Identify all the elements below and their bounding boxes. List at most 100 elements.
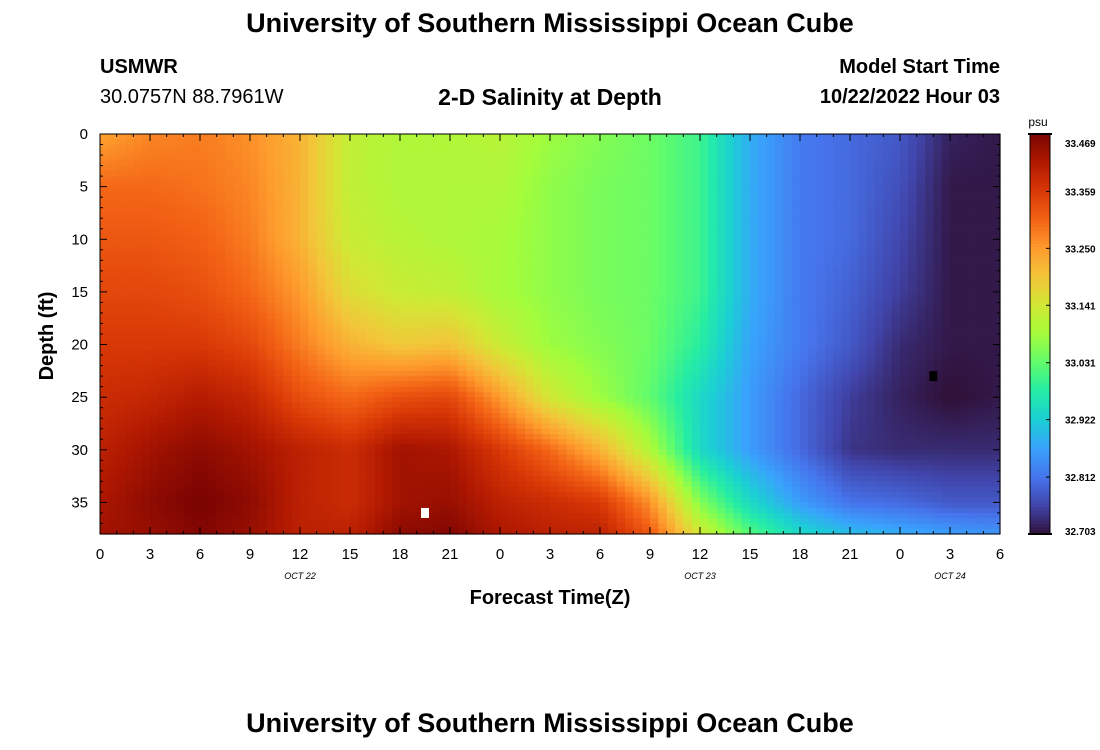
heatmap-cell — [241, 291, 251, 298]
heatmap-cell — [666, 149, 676, 156]
heatmap-cell — [625, 207, 634, 214]
heatmap-cell — [550, 239, 559, 246]
heatmap-cell — [891, 144, 901, 151]
heatmap-cell — [633, 191, 643, 198]
heatmap-cell — [183, 339, 193, 346]
heatmap-cell — [841, 197, 851, 204]
heatmap-cell — [750, 160, 759, 167]
heatmap-cell — [216, 297, 226, 304]
heatmap-cell — [808, 318, 818, 325]
heatmap-cell — [116, 270, 126, 277]
heatmap-cell — [175, 255, 184, 261]
heatmap-cell — [750, 244, 759, 251]
heatmap-cell — [333, 155, 343, 161]
heatmap-cell — [475, 360, 484, 367]
heatmap-cell — [475, 302, 484, 309]
heatmap-cell — [175, 212, 184, 219]
heatmap-cell — [366, 207, 376, 214]
heatmap-cell — [683, 365, 693, 372]
heatmap-cell — [950, 270, 959, 277]
heatmap-cell — [400, 181, 409, 188]
heatmap-cell — [316, 349, 326, 356]
heatmap-cell — [500, 323, 509, 330]
heatmap-cell — [400, 255, 409, 261]
heatmap-cell — [733, 291, 743, 298]
heatmap-cell — [100, 197, 109, 204]
heatmap-cell — [766, 223, 776, 230]
heatmap-cell — [758, 312, 768, 319]
heatmap-cell — [816, 218, 826, 225]
heatmap-cell — [116, 186, 126, 193]
heatmap-cell — [225, 144, 234, 151]
heatmap-cell — [233, 249, 243, 256]
heatmap-cell — [325, 334, 334, 340]
heatmap-cell — [400, 265, 409, 272]
heatmap-cell — [650, 228, 659, 235]
heatmap-cell — [691, 223, 701, 230]
heatmap-cell — [133, 318, 143, 325]
heatmap-cell — [566, 276, 576, 282]
heatmap-cell — [925, 355, 934, 361]
heatmap-cell — [875, 265, 884, 272]
heatmap-cell — [725, 339, 734, 346]
heatmap-cell — [600, 202, 609, 209]
heatmap-cell — [458, 360, 468, 367]
heatmap-cell — [591, 170, 601, 177]
heatmap-cell — [841, 191, 851, 198]
heatmap-cell — [816, 360, 826, 367]
heatmap-cell — [216, 286, 226, 293]
heatmap-cell — [483, 281, 493, 288]
heatmap-cell — [225, 297, 234, 304]
heatmap-cell — [191, 165, 201, 172]
heatmap-cell — [633, 339, 643, 346]
heatmap-cell — [908, 370, 918, 377]
heatmap-cell — [233, 234, 243, 240]
heatmap-cell — [183, 255, 193, 261]
heatmap-cell — [408, 155, 418, 161]
heatmap-cell — [575, 334, 584, 340]
heatmap-cell — [841, 134, 851, 140]
heatmap-cell — [558, 144, 568, 151]
heatmap-cell — [666, 286, 676, 293]
heatmap-cell — [950, 218, 959, 225]
heatmap-cell — [275, 276, 284, 282]
heatmap-cell — [933, 207, 943, 214]
heatmap-cell — [433, 202, 443, 209]
heatmap-cell — [816, 223, 826, 230]
heatmap-cell — [350, 228, 359, 235]
heatmap-cell — [908, 160, 918, 167]
heatmap-cell — [858, 360, 868, 367]
heatmap-cell — [691, 265, 701, 272]
heatmap-cell — [383, 302, 393, 309]
heatmap-cell — [583, 186, 593, 193]
heatmap-cell — [191, 244, 201, 251]
heatmap-cell — [166, 170, 176, 177]
heatmap-cell — [241, 155, 251, 161]
heatmap-cell — [958, 218, 968, 225]
heatmap-cell — [783, 291, 793, 298]
heatmap-cell — [691, 160, 701, 167]
heatmap-cell — [991, 312, 1001, 319]
heatmap-cell — [358, 260, 368, 267]
heatmap-cell — [225, 191, 234, 198]
heatmap-cell — [966, 312, 976, 319]
heatmap-cell — [550, 181, 559, 188]
heatmap-cell — [533, 270, 543, 277]
heatmap-cell — [741, 370, 751, 377]
heatmap-cell — [991, 328, 1001, 335]
heatmap-cell — [541, 312, 551, 319]
heatmap-cell — [791, 181, 801, 188]
heatmap-cell — [358, 281, 368, 288]
heatmap-cell — [283, 365, 293, 372]
heatmap-cell — [225, 291, 234, 298]
heatmap-cell — [900, 134, 909, 140]
heatmap-cell — [333, 255, 343, 261]
heatmap-cell — [858, 218, 868, 225]
heatmap-cell — [216, 144, 226, 151]
heatmap-cell — [608, 234, 618, 240]
heatmap-cell — [741, 202, 751, 209]
heatmap-cell — [191, 207, 201, 214]
heatmap-cell — [583, 349, 593, 356]
heatmap-cell — [858, 144, 868, 151]
heatmap-cell — [366, 291, 376, 298]
